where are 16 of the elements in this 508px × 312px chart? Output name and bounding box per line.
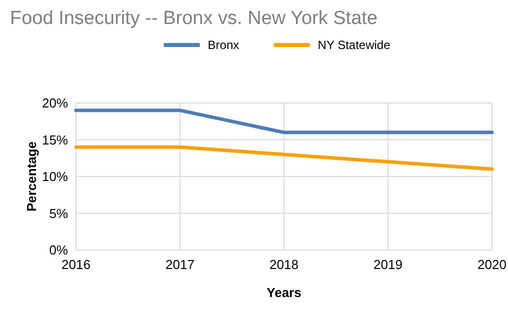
x-tick-label: 2019 <box>374 257 402 272</box>
legend-label: NY Statewide <box>318 38 391 52</box>
y-tick-label: 20% <box>42 96 68 111</box>
y-tick-label: 10% <box>42 169 68 184</box>
y-tick-label: 15% <box>42 132 68 148</box>
x-tick-label: 2017 <box>166 257 194 272</box>
x-tick-label: 2018 <box>270 257 298 272</box>
chart-title: Food Insecurity -- Bronx vs. New York State <box>10 8 378 29</box>
x-axis-title: Years <box>266 285 302 300</box>
x-tick-label: 2016 <box>62 257 90 272</box>
y-tick-label: 0% <box>49 242 68 258</box>
line-series <box>74 145 494 171</box>
x-tick-label: 2020 <box>478 257 506 272</box>
y-tick-label: 5% <box>49 206 68 221</box>
y-axis-title: Percentage <box>24 141 39 212</box>
legend-label: Bronx <box>208 38 240 52</box>
